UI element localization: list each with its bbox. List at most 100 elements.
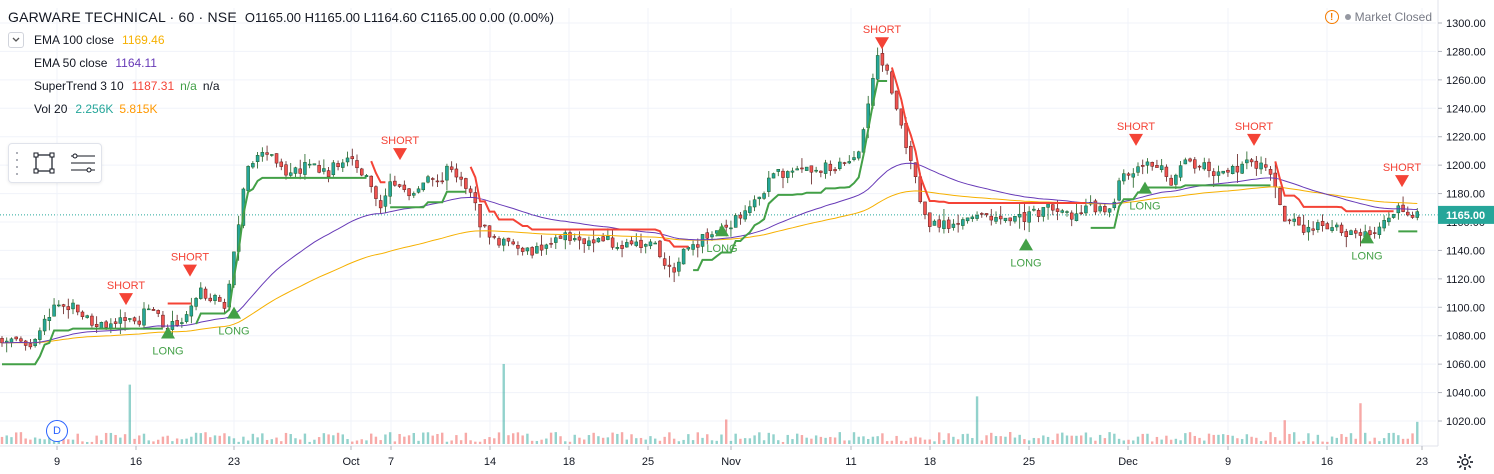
volume-bar [289, 434, 292, 444]
last-price-badge [1438, 205, 1494, 224]
candle-body [1306, 226, 1311, 233]
candle-body [1287, 219, 1292, 222]
candle-body [468, 188, 473, 193]
candle-body [90, 315, 94, 326]
volume-bar [175, 438, 179, 444]
candle-body [1311, 228, 1315, 231]
legend-row-ema50[interactable]: EMA 50 close 1164.11 [8, 51, 554, 74]
volume-bar [1179, 440, 1182, 444]
candle-body [189, 305, 194, 317]
volume-bar [1231, 435, 1234, 444]
time-tick-label: 9 [54, 456, 60, 468]
volume-bar [128, 384, 131, 444]
time-tick-label: 7 [388, 456, 394, 468]
candle-body [1169, 177, 1173, 186]
candle-body [1368, 230, 1372, 235]
volume-bar [601, 437, 605, 444]
volume-bar [90, 441, 94, 444]
volume-bar [502, 363, 505, 444]
volume-bar [1264, 440, 1267, 444]
candle-body [440, 180, 444, 183]
supertrend-down-line [1274, 161, 1394, 213]
candle-body [137, 320, 142, 325]
volume-bar [474, 441, 477, 444]
volume-bar [753, 435, 756, 444]
volume-bar [1326, 441, 1329, 444]
candle-body [1003, 217, 1008, 222]
candle-body [14, 336, 18, 340]
supertrend-up-line [693, 80, 888, 272]
volume-bar [464, 432, 468, 444]
candle-body [1178, 165, 1183, 178]
time-tick-label: 14 [484, 456, 496, 468]
candle-body [748, 206, 752, 213]
candle-body [1117, 180, 1121, 201]
volume-bar [1226, 435, 1230, 444]
candle-body [885, 64, 889, 71]
volume-bar [540, 439, 543, 444]
volume-bar [1160, 439, 1163, 444]
volume-bar [431, 435, 434, 444]
volume-bar [554, 432, 557, 444]
rectangle-tool-icon[interactable] [33, 152, 55, 174]
candle-body [1079, 212, 1083, 214]
drag-handle-icon[interactable] [13, 149, 21, 177]
volume-bar [701, 437, 704, 444]
legend-row-volume[interactable]: Vol 20 2.256K 5.815K [8, 97, 554, 120]
candle-body [341, 162, 345, 168]
candle-body [288, 172, 293, 176]
volume-bar [739, 438, 742, 444]
legend-row-supertrend[interactable]: SuperTrend 3 10 1187.31 n/a n/a [8, 74, 554, 97]
volume-bar [819, 436, 823, 444]
candle-body [601, 236, 605, 242]
candle-body [416, 188, 421, 193]
volume-bar [19, 432, 23, 444]
price-tick-label: 1060.00 [1446, 359, 1486, 371]
candle-body [1207, 161, 1211, 171]
candle-body [629, 240, 634, 245]
candle-body [544, 244, 549, 249]
candle-body [118, 317, 123, 324]
market-status[interactable]: ! Market Closed [1324, 10, 1432, 24]
volume-bar [294, 438, 297, 444]
volume-bar [952, 436, 955, 444]
candle-body [1036, 210, 1041, 217]
volume-bar [445, 441, 449, 444]
volume-bar [781, 441, 785, 444]
candle-body [696, 244, 700, 248]
long-signal-arrow [1360, 231, 1374, 244]
price-tick-label: 1140.00 [1446, 245, 1485, 257]
volume-bar [876, 436, 879, 444]
candle-body [842, 162, 847, 164]
candle-body [762, 193, 766, 199]
gear-icon[interactable] [1456, 453, 1474, 471]
candle-body [478, 203, 482, 228]
short-signal-arrow [1129, 133, 1143, 146]
volume-bar [114, 434, 117, 444]
candle-body [1197, 165, 1202, 168]
candle-body [596, 237, 601, 243]
candle-body [303, 162, 307, 175]
candle-body [1145, 161, 1150, 166]
interval-badge[interactable]: D [46, 420, 68, 442]
candle-body [246, 166, 250, 191]
volume-bar [1401, 438, 1405, 444]
candle-body [322, 168, 326, 172]
volume-bar [805, 437, 808, 444]
symbol-title[interactable]: GARWARE TECHNICAL · 60 · NSE [8, 9, 237, 25]
volume-bar [549, 432, 553, 444]
legend-row-ema100[interactable]: EMA 100 close 1169.46 [8, 28, 554, 51]
volume-bar [123, 434, 127, 444]
candle-body [445, 165, 449, 181]
volume-bar [1174, 438, 1178, 444]
candle-body [1268, 169, 1273, 175]
volume-bar [606, 437, 610, 444]
volume-bar [417, 440, 420, 444]
candle-body [686, 247, 691, 250]
lines-settings-icon[interactable] [69, 152, 97, 174]
chevron-down-icon[interactable] [8, 31, 24, 48]
volume-bar [767, 432, 770, 444]
candle-body [899, 108, 904, 126]
long-signal-label: LONG [1129, 201, 1160, 213]
